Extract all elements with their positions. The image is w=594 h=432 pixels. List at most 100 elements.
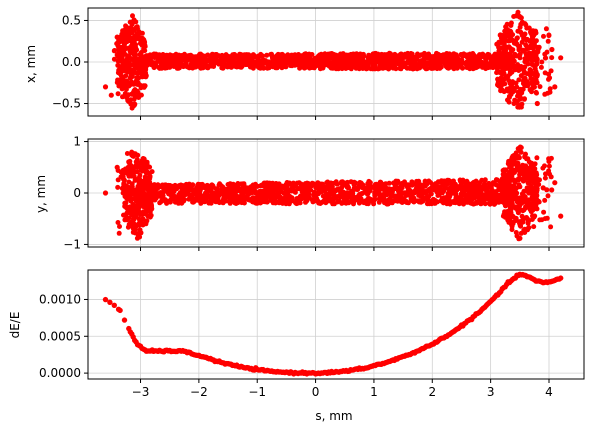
y-tick-label: 0.0000 bbox=[39, 366, 81, 380]
scatter-point bbox=[121, 36, 127, 42]
scatter-point bbox=[202, 183, 208, 189]
scatter-point bbox=[522, 226, 528, 232]
scatter-point bbox=[558, 55, 564, 61]
scatter-point bbox=[131, 151, 137, 157]
scatter-point bbox=[351, 51, 356, 57]
scatter-point bbox=[201, 194, 207, 200]
scatter-point bbox=[464, 52, 470, 58]
scatter-point bbox=[255, 56, 261, 61]
scatter-point bbox=[502, 43, 508, 49]
points-de-panel bbox=[102, 271, 564, 377]
scatter-point bbox=[510, 32, 516, 38]
scatter-point bbox=[463, 62, 469, 68]
scatter-point bbox=[532, 161, 538, 167]
scatter-point bbox=[548, 174, 554, 180]
scatter-point bbox=[244, 61, 249, 67]
scatter-point bbox=[286, 57, 292, 63]
scatter-point bbox=[354, 55, 360, 61]
scatter-point bbox=[220, 64, 226, 70]
scatter-point bbox=[513, 230, 519, 235]
scatter-points bbox=[102, 9, 564, 111]
scatter-point bbox=[288, 197, 294, 203]
scatter-point bbox=[516, 176, 521, 182]
scatter-point bbox=[291, 188, 297, 194]
scatter-point bbox=[458, 196, 463, 202]
scatter-point bbox=[209, 51, 215, 57]
scatter-point bbox=[363, 66, 369, 72]
scatter-point bbox=[535, 49, 541, 55]
points-x-panel bbox=[102, 9, 564, 111]
scatter-point bbox=[195, 189, 201, 195]
scatter-point bbox=[549, 55, 555, 61]
scatter-point bbox=[343, 52, 349, 58]
scatter-point bbox=[140, 179, 146, 185]
scatter-point bbox=[385, 201, 391, 206]
scatter-point bbox=[357, 199, 363, 205]
scatter-point bbox=[346, 192, 352, 198]
points-y-panel bbox=[102, 144, 564, 242]
scatter-point bbox=[142, 64, 148, 70]
scatter-point bbox=[185, 187, 191, 193]
scatter-point bbox=[365, 55, 371, 60]
scatter-point bbox=[529, 217, 535, 222]
scatter-point bbox=[299, 58, 305, 64]
scatter-point bbox=[511, 189, 516, 194]
scatter-point bbox=[279, 51, 285, 57]
scatter-point bbox=[107, 299, 113, 305]
scatter-point bbox=[518, 15, 524, 21]
scatter-point bbox=[351, 201, 356, 207]
scatter-point bbox=[193, 195, 199, 201]
scatter-point bbox=[236, 195, 242, 201]
scatter-point bbox=[140, 222, 146, 228]
scatter-point bbox=[494, 63, 500, 69]
scatter-point bbox=[507, 160, 513, 166]
scatter-point bbox=[544, 49, 550, 55]
scatter-point bbox=[319, 61, 325, 67]
scatter-point bbox=[217, 181, 223, 187]
scatter-point bbox=[111, 302, 118, 308]
scatter-point bbox=[344, 56, 350, 62]
scatter-point bbox=[244, 52, 250, 58]
scatter-point bbox=[532, 177, 538, 183]
scatter-point bbox=[132, 87, 138, 93]
scatter-point bbox=[408, 51, 414, 56]
scatter-point bbox=[360, 52, 366, 58]
scatter-point bbox=[178, 194, 184, 200]
scatter-point bbox=[223, 191, 229, 197]
scatter-point bbox=[261, 60, 267, 66]
scatter-point bbox=[526, 56, 532, 62]
scatter-point bbox=[506, 99, 512, 105]
scatter-point bbox=[377, 187, 383, 192]
scatter-point bbox=[144, 180, 150, 186]
scatter-point bbox=[510, 86, 516, 92]
scatter-point bbox=[417, 189, 423, 194]
scatter-point bbox=[323, 200, 329, 206]
scatter-point bbox=[129, 72, 135, 78]
scatter-point bbox=[130, 80, 136, 86]
scatter-point bbox=[518, 73, 524, 79]
scatter-point bbox=[115, 220, 121, 225]
scatter-point bbox=[180, 187, 185, 193]
scatter-points bbox=[102, 271, 564, 377]
scatter-point bbox=[269, 189, 274, 195]
scatter-point bbox=[547, 75, 553, 81]
scatter-point bbox=[408, 197, 414, 202]
scatter-point bbox=[273, 200, 278, 206]
scatter-point bbox=[530, 204, 536, 210]
scatter-point bbox=[558, 213, 564, 219]
scatter-point bbox=[392, 193, 398, 199]
scatter-point bbox=[438, 64, 444, 70]
scatter-point bbox=[132, 177, 138, 183]
scatter-point bbox=[452, 198, 458, 204]
scatter-point bbox=[249, 57, 255, 62]
scatter-point bbox=[497, 52, 503, 58]
scatter-point bbox=[523, 58, 528, 64]
scatter-point bbox=[173, 195, 179, 201]
scatter-point bbox=[526, 190, 532, 196]
scatter-point bbox=[508, 91, 514, 97]
scatter-point bbox=[466, 196, 472, 202]
scatter-point bbox=[121, 181, 127, 186]
scatter-point bbox=[123, 200, 129, 206]
scatter-point bbox=[502, 198, 508, 204]
scatter-point bbox=[118, 80, 124, 86]
